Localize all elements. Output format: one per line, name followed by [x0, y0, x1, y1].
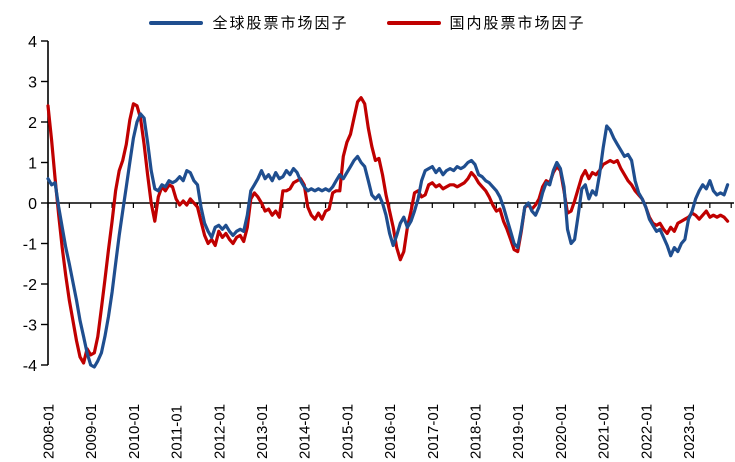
y-axis-tick-label: -3 [23, 317, 37, 334]
x-axis-tick-label: 2012-01 [211, 404, 228, 459]
y-axis-tick-label: -2 [23, 277, 37, 294]
x-axis-tick-label: 2021-01 [596, 404, 613, 459]
y-axis-tick-label: 1 [28, 155, 37, 172]
x-axis-tick-label: 2018-01 [468, 404, 485, 459]
x-axis-tick-label: 2014-01 [297, 404, 314, 459]
x-axis-tick-label: 2017-01 [425, 404, 442, 459]
x-axis-tick-label: 2022-01 [638, 404, 655, 459]
x-axis-tick-label: 2010-01 [126, 404, 143, 459]
x-axis-tick-label: 2015-01 [339, 404, 356, 459]
x-axis-tick-label: 2013-01 [254, 404, 271, 459]
global-factor-line-series [46, 112, 730, 369]
legend-item-global: 全球股票市场因子 [149, 12, 348, 33]
legend-item-domestic: 国内股票市场因子 [386, 12, 586, 33]
y-axis-tick-label: 2 [28, 115, 37, 132]
x-axis-tick-label: 2009-01 [83, 404, 100, 459]
legend-label-global: 全球股票市场因子 [212, 15, 349, 32]
y-axis-tick-label: -4 [23, 358, 37, 375]
y-axis-tick-label: 0 [28, 196, 37, 213]
x-axis-tick-label: 2023-01 [681, 404, 698, 459]
x-axis-tick-label: 2020-01 [553, 404, 570, 459]
x-axis-tick-label: 2011-01 [169, 405, 186, 459]
y-axis-tick-label: -1 [23, 236, 37, 253]
x-axis-tick-label: 2008-01 [41, 404, 58, 459]
x-axis-tick-label: 2016-01 [382, 404, 399, 459]
domestic-series-line-swatch [386, 20, 441, 25]
global-series-line-swatch [149, 20, 204, 25]
x-axis-tick-label: 2019-01 [510, 404, 527, 459]
legend-label-domestic: 国内股票市场因子 [449, 15, 586, 32]
chart-legend: 全球股票市场因子 国内股票市场因子 [0, 12, 735, 33]
y-axis-tick-label: 3 [28, 74, 37, 91]
y-axis-tick-label: 4 [28, 34, 37, 51]
